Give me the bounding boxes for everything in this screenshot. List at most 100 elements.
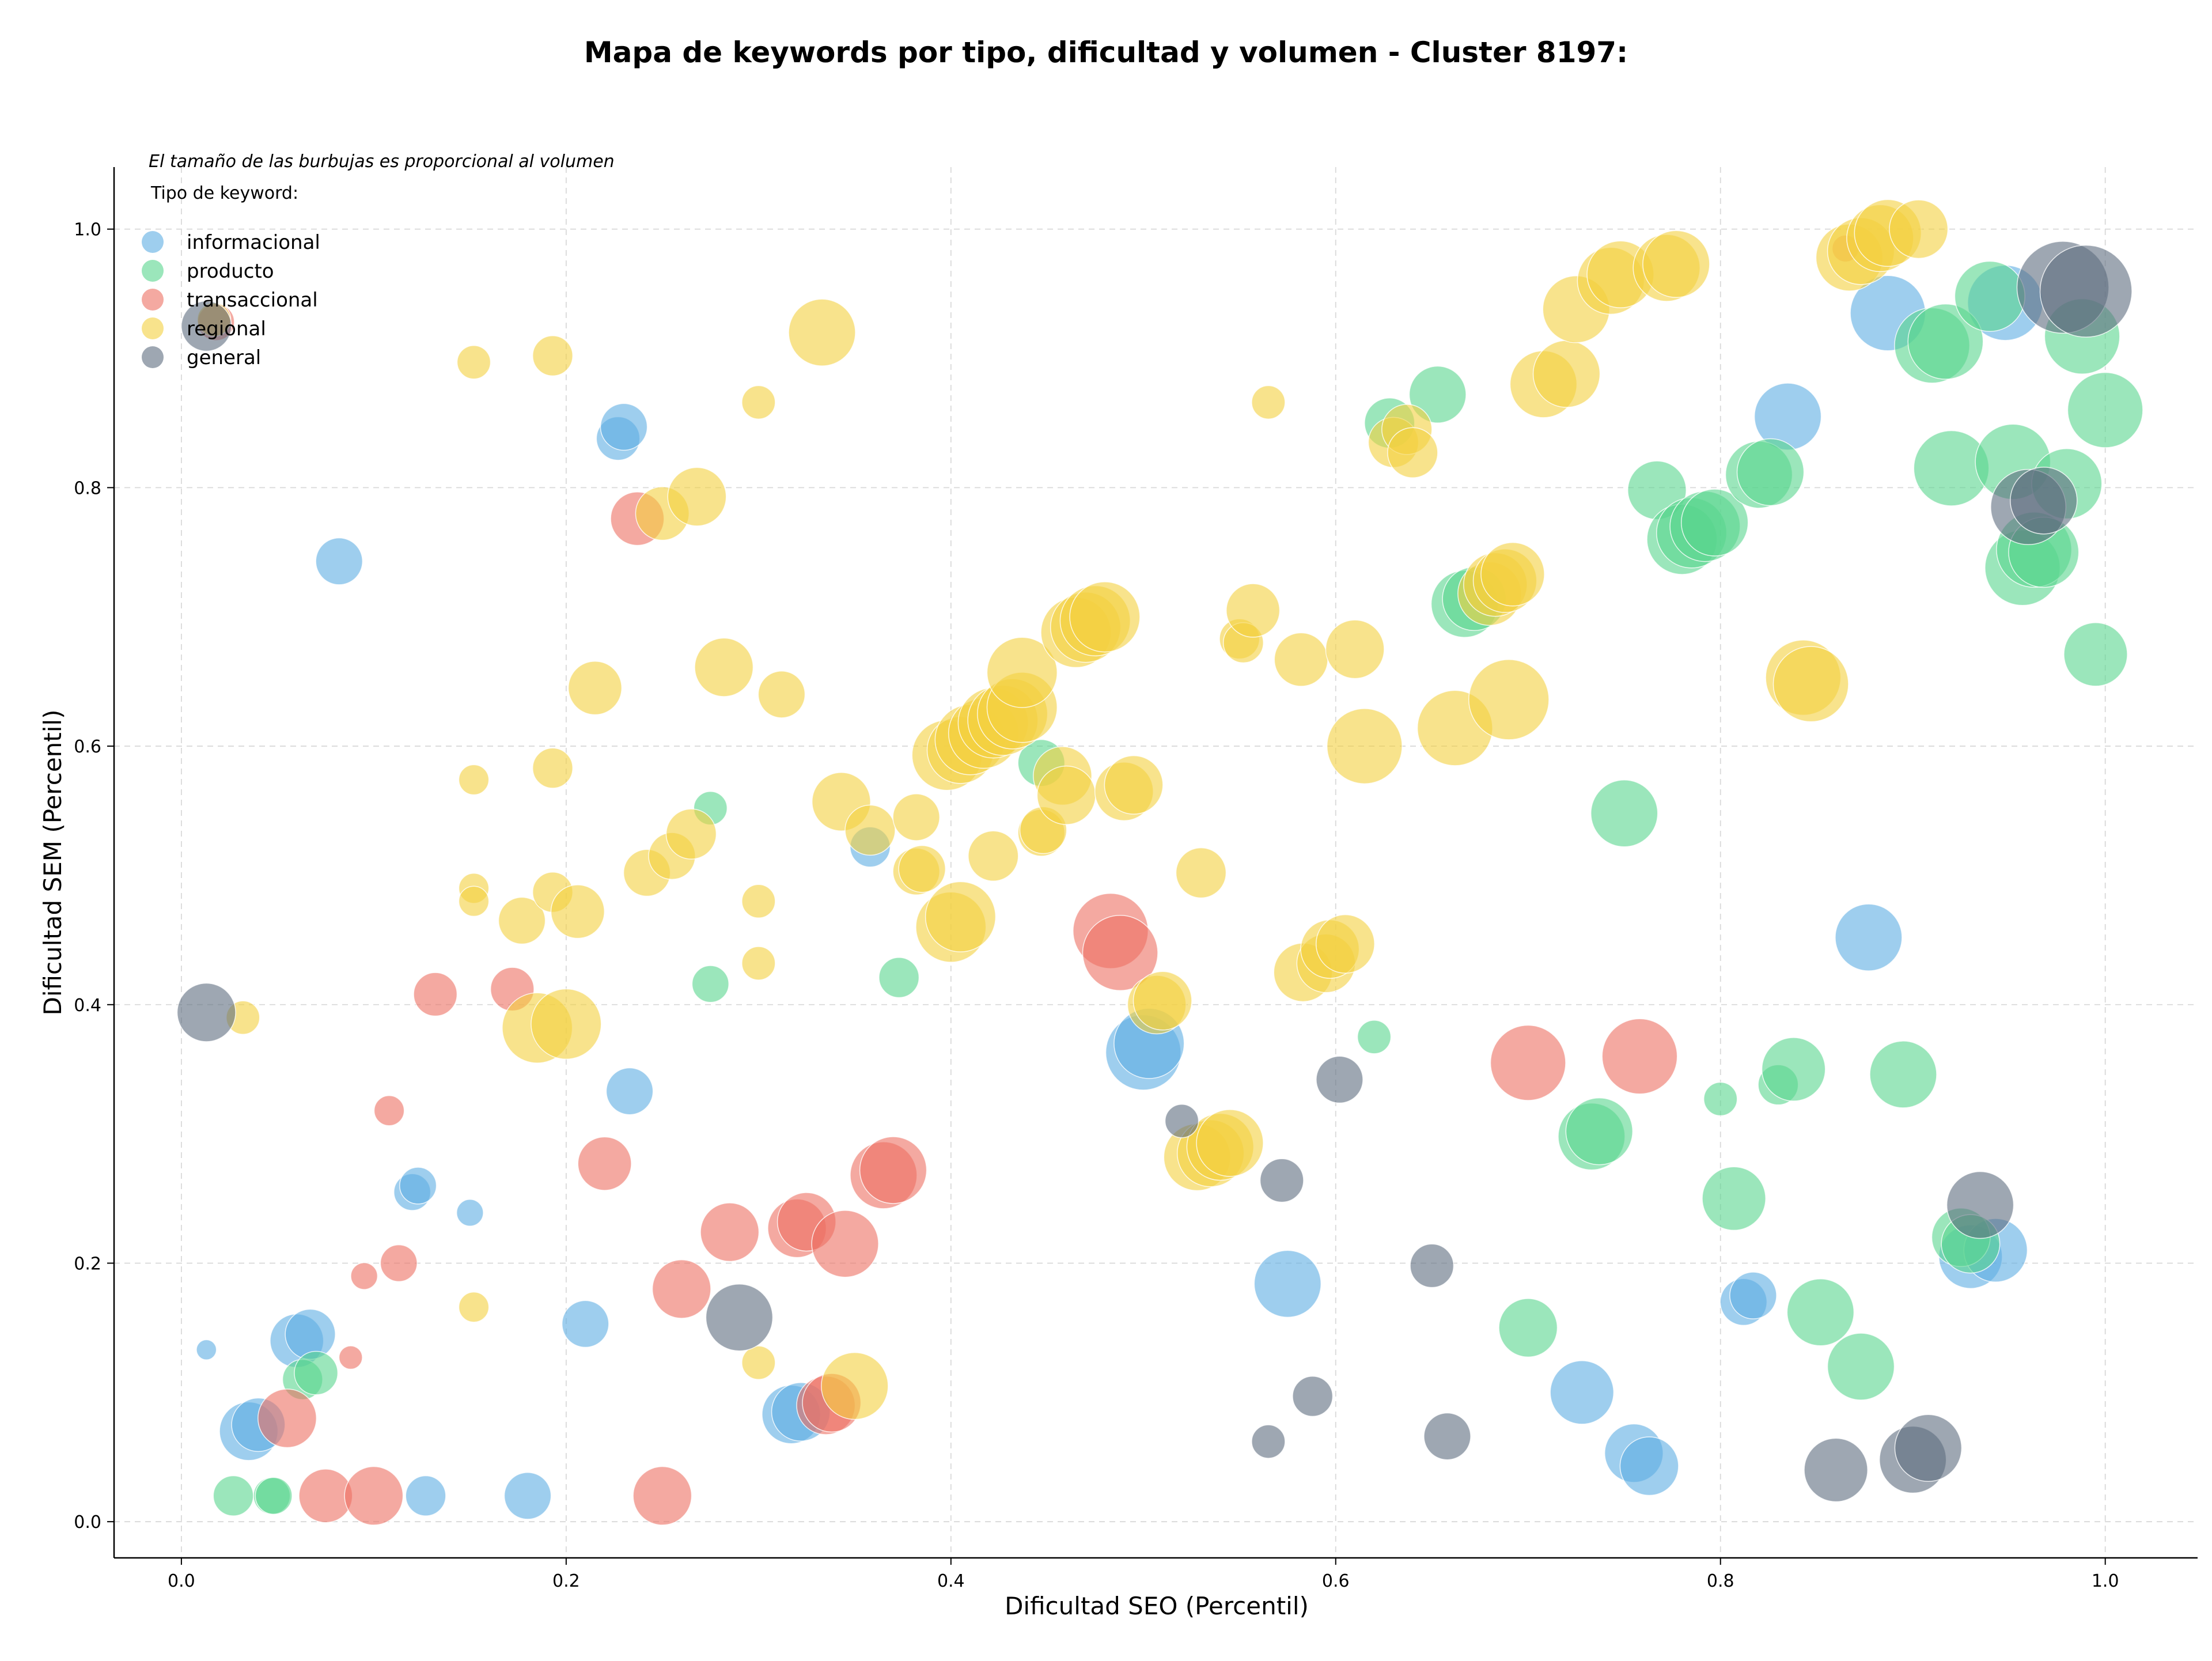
bubble-regional	[1104, 755, 1164, 815]
legend-marker-informacional	[142, 231, 164, 253]
bubble-regional	[456, 345, 491, 380]
bubble-regional	[1274, 632, 1328, 687]
bubble-transaccional	[652, 1259, 711, 1319]
bubble-general	[2010, 467, 2078, 535]
bubble-regional	[567, 660, 623, 716]
bubble-regional	[968, 830, 1019, 882]
bubble-regional	[532, 335, 574, 377]
bubble-producto	[1408, 365, 1467, 423]
bubble-regional	[925, 881, 997, 952]
bubble-producto	[1565, 1097, 1634, 1166]
bubble-regional	[741, 946, 776, 981]
bubble-producto	[1761, 1037, 1826, 1102]
bubble-transaccional	[700, 1202, 760, 1262]
bubble-general	[2039, 244, 2133, 338]
bubble-informacional	[1835, 903, 1903, 971]
bubble-informacional	[600, 403, 648, 451]
bubble-regional	[1889, 199, 1949, 259]
bubble-regional	[741, 884, 776, 919]
legend: informacional producto transaccional region…	[142, 231, 320, 369]
bubble-regional	[1468, 659, 1550, 740]
bubble-transaccional	[632, 1466, 692, 1526]
bubble-informacional	[561, 1300, 609, 1348]
bubble-transaccional	[338, 1345, 363, 1370]
bubble-general	[1251, 1424, 1286, 1459]
bubble-general	[705, 1283, 774, 1352]
bubble-producto	[294, 1350, 339, 1395]
x-tick-label: 0.6	[1322, 1571, 1350, 1591]
bubble-informacional	[503, 1471, 552, 1520]
bubble-transaccional	[413, 972, 458, 1017]
bubble-regional	[458, 1291, 490, 1323]
bubble-regional	[1251, 385, 1286, 420]
y-axis-label: Dificultad SEM (Percentil)	[39, 710, 67, 1016]
bubble-informacional	[196, 1339, 217, 1360]
bubble-regional	[757, 670, 806, 718]
bubble-regional	[532, 747, 574, 789]
bubble-general	[181, 300, 232, 352]
bubble-regional	[1036, 765, 1096, 825]
bubble-informacional	[405, 1475, 446, 1516]
legend-label-general: general	[187, 346, 261, 369]
bubble-producto	[878, 957, 920, 998]
bubble-informacional	[1619, 1436, 1679, 1496]
bubble-transaccional	[1601, 1018, 1678, 1095]
bubble-regional	[892, 793, 941, 841]
bubble-transaccional	[1490, 1024, 1566, 1101]
bubble-general	[1164, 1103, 1199, 1138]
x-tick-label: 0.2	[552, 1571, 580, 1591]
y-tick-label: 1.0	[74, 220, 101, 240]
bubble-regional	[1532, 340, 1601, 408]
bubble-informacional	[1550, 1360, 1615, 1425]
bubble-general	[1292, 1376, 1334, 1417]
bubble-general	[1804, 1437, 1868, 1503]
bubble-regional	[741, 1345, 776, 1380]
bubble-transaccional	[859, 1136, 927, 1204]
bubble-informacional	[1729, 1272, 1777, 1319]
bubble-producto	[1869, 1041, 1937, 1108]
x-axis-label: Dificultad SEO (Percentil)	[1005, 1592, 1309, 1620]
y-tick-label: 0.8	[74, 478, 101, 498]
bubble-general	[1423, 1412, 1471, 1461]
y-tick-label: 0.4	[74, 996, 101, 1016]
bubble-regional	[1069, 581, 1141, 653]
y-tick-label: 0.6	[74, 737, 101, 757]
legend-label-regional: regional	[187, 317, 266, 340]
x-tick-label: 0.8	[1707, 1571, 1734, 1591]
bubble-regional	[844, 804, 896, 856]
bubble-producto	[1357, 1020, 1392, 1054]
bubble-regional	[1326, 708, 1403, 785]
bubble-regional	[1387, 427, 1438, 479]
bubble-regional	[458, 886, 490, 917]
bubble-regional	[1196, 1109, 1264, 1177]
bubble-transaccional	[1082, 915, 1158, 992]
bubble-regional	[1226, 583, 1281, 638]
legend-title: Tipo de keyword:	[150, 183, 298, 203]
bubble-producto	[1907, 303, 1984, 380]
bubble-general	[1259, 1158, 1304, 1203]
bubble-regional	[1480, 542, 1545, 607]
bubbles	[176, 199, 2143, 1526]
bubble-regional	[1175, 847, 1227, 899]
bubble-regional	[458, 764, 490, 796]
bubble-regional	[1772, 646, 1849, 722]
x-tick-label: 0.0	[168, 1571, 195, 1591]
bubble-transaccional	[577, 1136, 632, 1191]
legend-marker-producto	[142, 260, 164, 282]
x-tick-label: 0.4	[937, 1571, 965, 1591]
legend-label-informacional: informacional	[187, 231, 320, 254]
bubble-producto	[1590, 779, 1658, 847]
bubble-informacional	[399, 1167, 437, 1205]
volume-note: El tamaño de las burbujas es proporciona…	[149, 152, 615, 172]
bubble-transaccional	[373, 1095, 405, 1126]
bubble-producto	[1680, 489, 1749, 557]
bubble-regional	[821, 1352, 889, 1420]
bubble-producto	[1703, 1081, 1738, 1117]
bubble-producto	[1954, 260, 2025, 332]
bubble-regional	[898, 845, 946, 893]
bubble-informacional	[1253, 1250, 1322, 1318]
bubble-producto	[1702, 1166, 1766, 1231]
bubble-general	[1946, 1171, 2014, 1239]
bubble-regional	[531, 988, 602, 1060]
